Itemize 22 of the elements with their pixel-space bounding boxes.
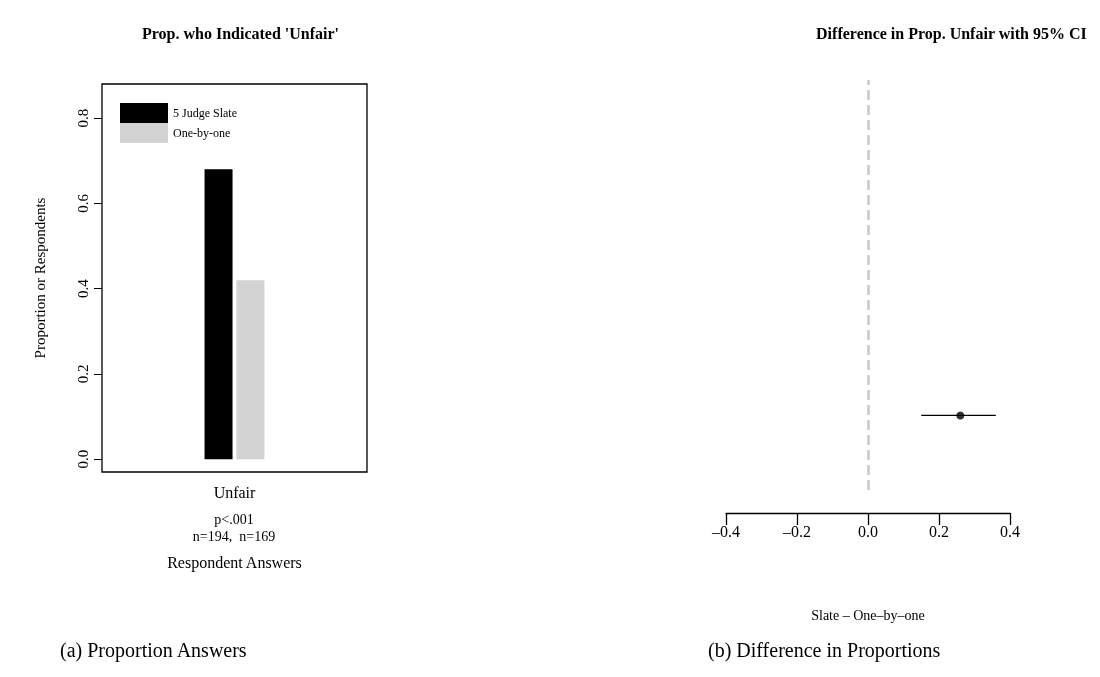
- x-tick-label: 0.2: [929, 522, 949, 540]
- x-axis-title: Respondent Answers: [167, 553, 302, 572]
- x-tick-label: –0.2: [782, 522, 811, 540]
- legend-label: 5 Judge Slate: [173, 106, 237, 120]
- y-tick-label: 0.0: [74, 449, 91, 469]
- legend-label: One-by-one: [173, 126, 231, 140]
- chart-title: Prop. who Indicated 'Unfair': [142, 24, 340, 43]
- x-tick-label: 0.0: [858, 522, 878, 540]
- text: p<.001: [214, 511, 254, 527]
- x-tick-label: –0.4: [711, 522, 740, 540]
- y-axis-title: Proportion or Respondents: [31, 197, 48, 359]
- text: (b) Difference in Proportions: [708, 639, 941, 662]
- x-tick-label: 0.4: [1000, 522, 1020, 540]
- y-tick-label: 0.6: [74, 193, 91, 213]
- x-tick-label: Unfair: [213, 483, 257, 501]
- y-tick-label: 0.8: [74, 108, 91, 128]
- x-axis-title: Slate – One–by–one: [811, 607, 925, 623]
- y-tick-label: 0.4: [74, 278, 91, 299]
- chart-title: Difference in Prop. Unfair with 95% CI: [816, 24, 1087, 43]
- text: n=194, n=169: [192, 528, 276, 544]
- y-tick-label: 0.2: [74, 364, 91, 384]
- text: (a) Proportion Answers: [60, 639, 247, 662]
